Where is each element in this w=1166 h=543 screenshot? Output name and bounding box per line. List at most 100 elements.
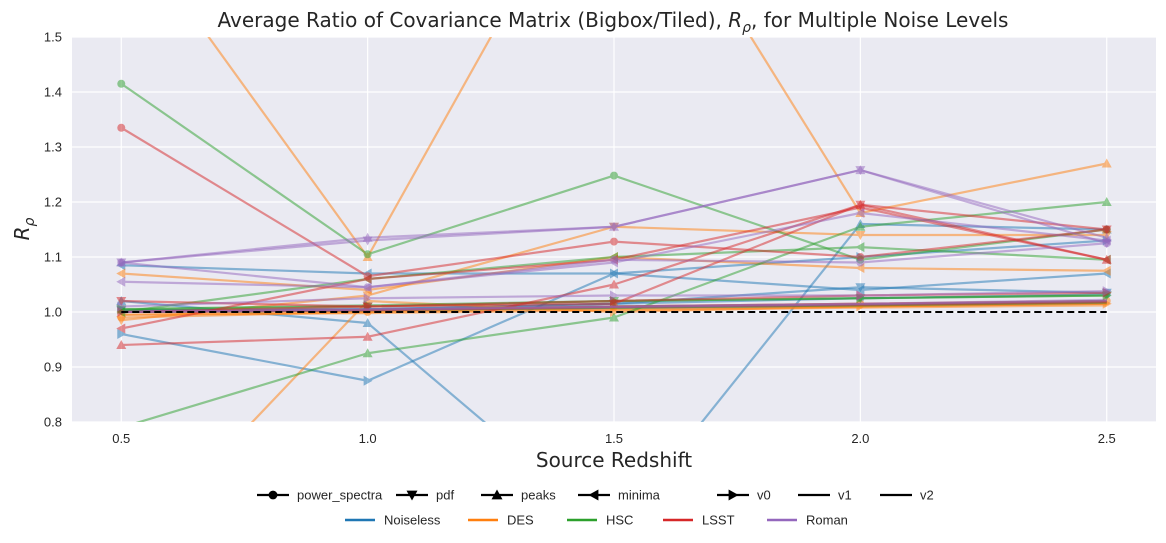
legend-item-hsc: HSC	[567, 513, 633, 528]
legend-label: v1	[838, 488, 852, 503]
legend-item-v1: v1	[798, 488, 852, 503]
triangle-left-marker	[1101, 265, 1111, 276]
triangle-right-marker	[117, 329, 127, 339]
triangle-left-marker	[855, 242, 865, 253]
triangle-up-marker	[362, 331, 373, 341]
circle-marker	[856, 253, 865, 261]
legend-label: v2	[920, 488, 934, 503]
series-line	[121, 299, 1107, 314]
legend: power_spectra pdf peaks minima v0 v1 v2 Noisele…	[257, 488, 934, 528]
triangle-up-marker	[855, 221, 866, 231]
legend-item-des: DES	[468, 513, 534, 528]
series-line	[121, 304, 1107, 316]
series-roman-v0	[117, 286, 1112, 312]
x-tick-label: 1.5	[605, 431, 623, 446]
triangle-right-marker	[728, 489, 739, 501]
triangle-left-marker	[116, 268, 126, 279]
legend-item-roman: Roman	[767, 513, 848, 528]
triangle-left-marker	[1101, 235, 1111, 246]
triangle-up-marker	[1101, 158, 1112, 168]
legend-label: pdf	[436, 488, 454, 503]
triangle-down-marker	[406, 490, 418, 501]
series-layer	[116, 37, 1112, 536]
legend-label: Roman	[806, 513, 848, 528]
y-tick-label: 0.8	[44, 415, 62, 430]
y-tick-label: 1.5	[44, 30, 62, 45]
triangle-left-marker	[362, 282, 372, 293]
triangle-down-marker	[1101, 225, 1112, 235]
chart-title: Average Ratio of Covariance Matrix (Bigb…	[218, 8, 1009, 36]
legend-item-lsst: LSST	[663, 513, 735, 528]
triangle-up-marker	[491, 489, 503, 500]
triangle-left-marker	[116, 276, 126, 287]
legend-label: LSST	[702, 513, 735, 528]
triangle-left-marker	[609, 257, 618, 268]
triangle-right-marker	[117, 301, 127, 312]
legend-label: minima	[618, 488, 661, 503]
x-tick-label: 1.0	[359, 431, 377, 446]
legend-item-v2: v2	[880, 488, 934, 503]
legend-label: power_spectra	[297, 488, 383, 503]
y-tick-label: 1.1	[44, 250, 62, 265]
triangle-up-marker	[362, 348, 373, 358]
triangle-up-marker	[362, 232, 373, 242]
x-axis-label: Source Redshift	[536, 448, 692, 472]
circle-marker	[117, 79, 126, 88]
triangle-up-marker	[609, 221, 619, 231]
legend-label: v0	[757, 488, 771, 503]
triangle-up-marker	[116, 340, 127, 349]
legend-label: DES	[507, 513, 534, 528]
triangle-up-marker	[609, 527, 619, 536]
chart-title-suffix: , for Multiple Noise Levels	[751, 8, 1008, 32]
triangle-up-marker	[609, 312, 619, 322]
legend-item-v0: v0	[717, 488, 771, 503]
triangle-right-marker	[610, 290, 619, 301]
circle-marker	[856, 258, 865, 267]
triangle-left-marker	[588, 489, 599, 501]
triangle-right-marker	[610, 268, 619, 279]
circle-marker	[610, 171, 618, 180]
chart-title-symbol: R	[728, 8, 742, 32]
triangle-up-marker	[1101, 197, 1112, 206]
triangle-left-marker	[362, 274, 372, 284]
triangle-right-marker	[1102, 286, 1112, 297]
series-roman-minima	[116, 208, 1111, 293]
circle-marker	[363, 250, 372, 259]
x-tick-label: 2.5	[1098, 431, 1116, 446]
triangle-down-marker	[116, 316, 127, 326]
triangle-up-marker	[362, 318, 373, 327]
circle-marker	[610, 237, 618, 246]
legend-item-pdf: pdf	[396, 488, 454, 503]
chart-title-prefix: Average Ratio of Covariance Matrix (Bigb…	[218, 8, 729, 32]
legend-item-minima: minima	[578, 488, 661, 503]
y-axis-label-sub: ρ	[22, 217, 38, 226]
legend-item-noiseless: Noiseless	[345, 513, 441, 528]
triangle-up-marker	[116, 257, 127, 267]
legend-item-power-spectra: power_spectra	[257, 488, 383, 503]
y-tick-labels: 0.8 0.9 1.0 1.1 1.2 1.3 1.4 1.5	[44, 30, 62, 430]
triangle-right-marker	[363, 375, 373, 386]
triangle-right-marker	[363, 293, 373, 304]
triangle-down-marker	[116, 297, 127, 306]
x-tick-label: 2.0	[851, 431, 869, 446]
triangle-right-marker	[856, 290, 866, 301]
circle-marker	[268, 490, 278, 500]
y-tick-label: 1.0	[44, 305, 62, 320]
x-tick-labels: 0.5 1.0 1.5 2.0 2.5	[112, 431, 1116, 446]
triangle-left-marker	[1101, 254, 1111, 265]
y-tick-label: 0.9	[44, 360, 62, 375]
triangle-left-marker	[116, 323, 126, 334]
y-tick-label: 1.4	[44, 85, 62, 100]
y-tick-label: 1.3	[44, 140, 62, 155]
triangle-up-marker	[855, 165, 866, 175]
series-hsc-peaks	[135, 197, 1112, 422]
triangle-down-marker	[855, 231, 866, 240]
triangle-left-marker	[855, 208, 865, 218]
chart-title-symbol-sub: ρ	[742, 20, 751, 36]
y-tick-label: 1.2	[44, 195, 62, 210]
series-line	[207, 37, 1107, 259]
y-axis-label-main: R	[10, 226, 34, 240]
circle-marker	[117, 123, 126, 132]
triangle-up-marker	[609, 279, 619, 289]
